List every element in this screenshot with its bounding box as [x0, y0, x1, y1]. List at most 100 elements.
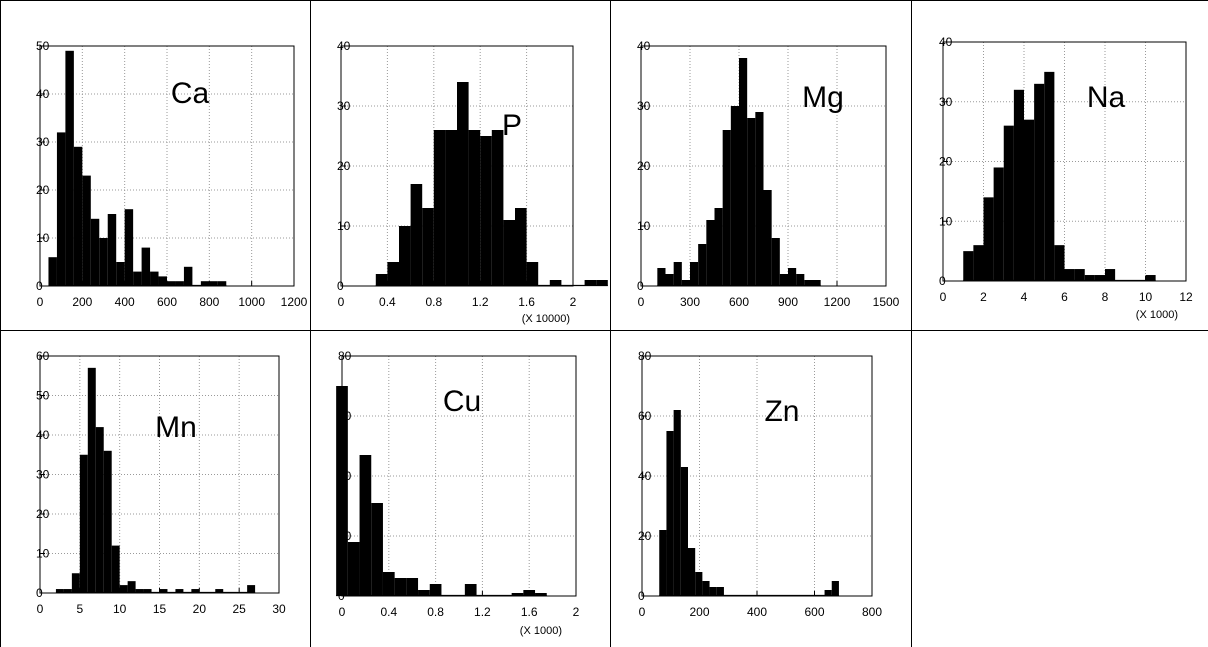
na-y-tick-label: 30: [939, 95, 953, 109]
mn-x-tick-label: 20: [193, 602, 207, 616]
na-bar: [1024, 119, 1035, 281]
zn-y-tick-label: 0: [638, 589, 645, 603]
mg-bar: [747, 118, 756, 286]
na-bar: [1094, 275, 1105, 281]
cu-bar: [464, 584, 477, 596]
mg-bar: [796, 274, 805, 286]
mn-bar: [191, 589, 200, 593]
ca-bar: [56, 132, 66, 286]
p-y-tick-label: 0: [337, 279, 344, 293]
ca-x-tick-label: 1200: [281, 295, 308, 309]
mn-bar: [103, 450, 112, 593]
p-y-tick-label: 40: [337, 39, 351, 53]
cu-x-tick-label: 0.8: [427, 605, 444, 619]
ca-y-tick-label: 10: [36, 231, 50, 245]
zn-bar: [695, 572, 703, 596]
ca-x-tick-label: 600: [157, 295, 177, 309]
na-x-tick-label: 6: [1061, 290, 1068, 304]
cu-x-tick-label: 0: [339, 605, 346, 619]
mg-bar: [771, 238, 780, 286]
cu-bar: [359, 455, 372, 596]
p-x-tick-label: 0: [338, 295, 345, 309]
p-bar: [526, 262, 539, 286]
p-title: P: [502, 109, 522, 142]
na-x-tick-label: 8: [1102, 290, 1109, 304]
panel-mn: 0 5 10 15 20 25 30 0 10 20 30 40 50 60 Mn: [36, 349, 286, 616]
mn-bar: [71, 573, 80, 593]
mn-bar: [247, 585, 256, 593]
zn-bar: [673, 410, 681, 596]
p-x-multiplier: (X 10000): [522, 313, 570, 325]
zn-title: Zn: [764, 395, 799, 428]
na-y-tick-label: 20: [939, 155, 953, 169]
ca-bar: [107, 214, 117, 286]
na-bar: [1074, 269, 1085, 281]
mn-x-tick-label: 15: [153, 602, 167, 616]
na-bar: [1064, 269, 1075, 281]
cu-x-tick-label: 2: [573, 605, 580, 619]
mn-y-tick-label: 50: [36, 389, 50, 403]
mg-bar: [673, 262, 682, 286]
ca-bar: [167, 281, 176, 286]
mn-bar: [175, 589, 184, 593]
mn-bar: [63, 589, 72, 593]
na-bar: [1145, 275, 1156, 281]
ca-bar: [82, 175, 91, 286]
mg-bar: [665, 274, 674, 286]
ca-y-tick-label: 30: [36, 135, 50, 149]
zn-bar: [716, 587, 724, 596]
na-bar: [1054, 245, 1065, 281]
na-bar: [993, 167, 1004, 281]
ca-x-tick-label: 400: [115, 295, 135, 309]
mg-bar: [755, 112, 764, 286]
zn-y-tick-label: 80: [638, 349, 652, 363]
mn-title: Mn: [155, 411, 197, 444]
ca-bar: [183, 266, 193, 286]
mg-bar: [690, 262, 699, 286]
mn-y-tick-label: 60: [36, 349, 50, 363]
mn-x-tick-label: 5: [76, 602, 83, 616]
ca-x-tick-label: 800: [199, 295, 219, 309]
mn-bar: [127, 581, 136, 593]
mg-bar: [714, 208, 723, 286]
zn-y-tick-label: 20: [638, 529, 652, 543]
p-bar: [480, 136, 492, 286]
p-bar: [457, 82, 469, 286]
mn-x-tick-label: 0: [37, 602, 44, 616]
ca-bar: [141, 247, 151, 286]
mg-y-tick-label: 0: [637, 279, 644, 293]
zn-x-tick-label: 0: [639, 605, 646, 619]
cu-x-tick-label: 1.2: [474, 605, 491, 619]
zn-y-tick-label: 40: [638, 469, 652, 483]
p-bar: [549, 280, 562, 286]
mn-y-tick-label: 0: [36, 586, 43, 600]
mg-y-tick-label: 40: [637, 39, 651, 53]
p-bar: [445, 130, 457, 286]
zn-x-tick-label: 600: [804, 605, 824, 619]
na-bar: [963, 251, 974, 281]
ca-bar: [158, 276, 167, 286]
mg-y-tick-label: 10: [637, 219, 651, 233]
mg-bar: [698, 244, 707, 286]
cu-bar: [535, 593, 547, 596]
ca-bar: [65, 50, 74, 286]
ca-bar: [200, 281, 210, 286]
na-bar: [1044, 71, 1055, 281]
p-bar: [515, 208, 527, 286]
p-bar: [399, 226, 411, 286]
cu-x-tick-label: 1.6: [521, 605, 538, 619]
mg-bar: [804, 280, 813, 286]
p-bar: [584, 280, 597, 286]
p-x-tick-label: 2: [570, 295, 577, 309]
zn-bar: [824, 590, 832, 596]
cu-bar: [347, 542, 360, 596]
na-x-tick-label: 2: [980, 290, 987, 304]
cu-y-tick-label: 80: [338, 349, 352, 363]
ca-bar: [90, 218, 100, 286]
ca-bar: [150, 271, 159, 286]
zn-bar: [831, 581, 839, 596]
mn-bar: [143, 589, 152, 593]
